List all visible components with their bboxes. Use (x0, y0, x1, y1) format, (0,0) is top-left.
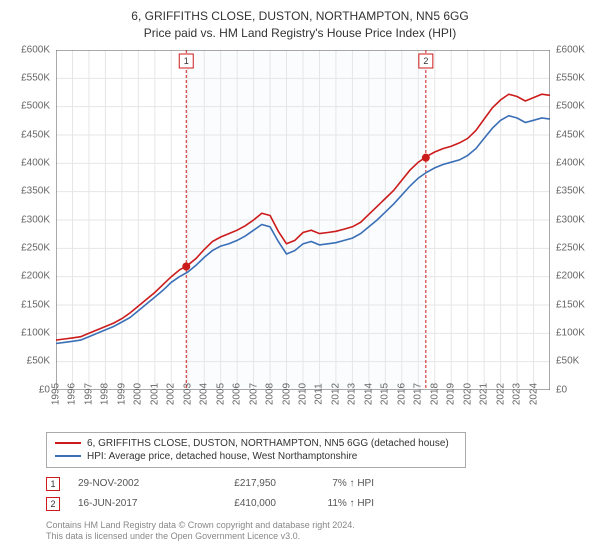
x-tick-label: 2006 (232, 382, 243, 404)
event-marker-number: 1 (184, 56, 189, 66)
y-tick-label: £300K (21, 214, 50, 225)
events-table: 1 29-NOV-2002 £217,950 7% ↑ HPI 2 16-JUN-2017… (46, 474, 580, 514)
footer-line1: Contains HM Land Registry data © Crown c… (46, 520, 580, 532)
y-tick-label: £50K (27, 356, 50, 367)
x-tick-label: 2003 (182, 382, 193, 404)
plot-svg: 12 (56, 50, 550, 390)
y-tick-label: £500K (556, 101, 585, 112)
x-tick-label: 2012 (330, 382, 341, 404)
x-tick-label: 2009 (281, 382, 292, 404)
x-tick-label: 2021 (479, 382, 490, 404)
event-price: £217,950 (196, 478, 276, 489)
y-axis-left: £0£50K£100K£150K£200K£250K£300K£350K£400… (10, 50, 54, 390)
x-axis: 1995199619971998199920002001200220032004… (56, 392, 550, 426)
y-tick-label: £550K (21, 72, 50, 83)
x-tick-label: 2000 (133, 382, 144, 404)
event-change: 11% ↑ HPI (294, 498, 374, 509)
y-tick-label: £0 (39, 384, 50, 395)
event-marker-number: 2 (423, 56, 428, 66)
event-change: 7% ↑ HPI (294, 478, 374, 489)
event-marker-icon: 2 (46, 497, 60, 511)
event-row: 1 29-NOV-2002 £217,950 7% ↑ HPI (46, 474, 580, 494)
x-tick-label: 2004 (199, 382, 210, 404)
event-row: 2 16-JUN-2017 £410,000 11% ↑ HPI (46, 494, 580, 514)
footer-line2: This data is licensed under the Open Gov… (46, 531, 580, 543)
y-tick-label: £0 (556, 384, 567, 395)
x-tick-label: 1996 (67, 382, 78, 404)
y-tick-label: £250K (21, 242, 50, 253)
x-tick-label: 2022 (495, 382, 506, 404)
legend-label: 6, GRIFFITHS CLOSE, DUSTON, NORTHAMPTON,… (87, 438, 449, 449)
legend-label: HPI: Average price, detached house, West… (87, 451, 357, 462)
x-tick-label: 1995 (51, 382, 62, 404)
x-tick-label: 1998 (100, 382, 111, 404)
x-tick-label: 2002 (166, 382, 177, 404)
chart-container: 6, GRIFFITHS CLOSE, DUSTON, NORTHAMPTON,… (0, 0, 600, 560)
event-price: £410,000 (196, 498, 276, 509)
y-tick-label: £300K (556, 214, 585, 225)
legend-row: 6, GRIFFITHS CLOSE, DUSTON, NORTHAMPTON,… (55, 437, 457, 450)
x-tick-label: 2013 (347, 382, 358, 404)
y-tick-label: £600K (556, 44, 585, 55)
y-tick-label: £50K (556, 356, 579, 367)
x-tick-label: 2024 (528, 382, 539, 404)
x-tick-label: 2014 (363, 382, 374, 404)
chart-title-line1: 6, GRIFFITHS CLOSE, DUSTON, NORTHAMPTON,… (10, 8, 590, 25)
y-tick-label: £450K (21, 129, 50, 140)
y-axis-right: £0£50K£100K£150K£200K£250K£300K£350K£400… (552, 50, 590, 390)
x-tick-label: 2020 (462, 382, 473, 404)
x-tick-label: 2023 (512, 382, 523, 404)
chart-area: £0 £50K £100K £150K £200K £250K £300K £350K £400… (10, 46, 590, 426)
x-tick-label: 2018 (429, 382, 440, 404)
y-tick-label: £150K (21, 299, 50, 310)
y-tick-label: £400K (21, 157, 50, 168)
x-tick-label: 2017 (413, 382, 424, 404)
x-tick-label: 2007 (248, 382, 259, 404)
y-tick-label: £600K (21, 44, 50, 55)
y-tick-label: £400K (556, 157, 585, 168)
y-tick-label: £200K (21, 271, 50, 282)
y-tick-label: £200K (556, 271, 585, 282)
y-tick-label: £150K (556, 299, 585, 310)
y-tick-label: £550K (556, 72, 585, 83)
x-tick-label: 2016 (396, 382, 407, 404)
y-tick-label: £350K (556, 186, 585, 197)
y-tick-label: £350K (21, 186, 50, 197)
x-tick-label: 2005 (215, 382, 226, 404)
y-tick-label: £100K (556, 327, 585, 338)
chart-title-line2: Price paid vs. HM Land Registry's House … (10, 25, 590, 42)
x-tick-label: 2008 (265, 382, 276, 404)
legend-swatch (55, 455, 81, 457)
y-tick-label: £500K (21, 101, 50, 112)
y-tick-label: £250K (556, 242, 585, 253)
x-tick-label: 2001 (149, 382, 160, 404)
legend-box: 6, GRIFFITHS CLOSE, DUSTON, NORTHAMPTON,… (46, 432, 466, 468)
x-tick-label: 1997 (83, 382, 94, 404)
legend-row: HPI: Average price, detached house, West… (55, 450, 457, 463)
x-tick-label: 2019 (446, 382, 457, 404)
x-tick-label: 2011 (314, 383, 325, 405)
chart-title-block: 6, GRIFFITHS CLOSE, DUSTON, NORTHAMPTON,… (10, 8, 590, 42)
x-tick-label: 1999 (116, 382, 127, 404)
event-date: 16-JUN-2017 (78, 498, 178, 509)
event-date: 29-NOV-2002 (78, 478, 178, 489)
footer-note: Contains HM Land Registry data © Crown c… (46, 520, 580, 543)
y-tick-label: £100K (21, 327, 50, 338)
x-tick-label: 2015 (380, 382, 391, 404)
event-marker-icon: 1 (46, 477, 60, 491)
plot-area: 12 (56, 50, 550, 390)
x-tick-label: 2010 (298, 382, 309, 404)
y-tick-label: £450K (556, 129, 585, 140)
legend-swatch (55, 442, 81, 444)
